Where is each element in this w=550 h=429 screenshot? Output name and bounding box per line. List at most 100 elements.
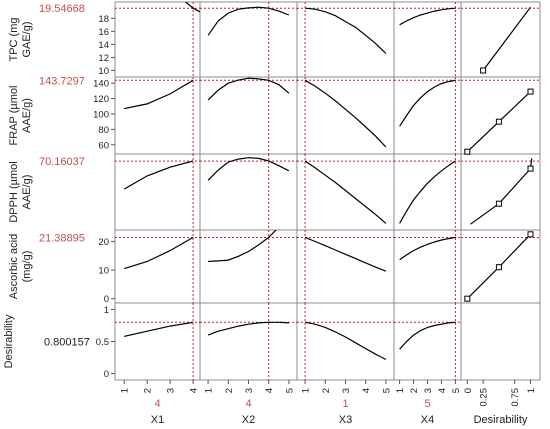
desirability-handle-r2-0 <box>495 200 502 207</box>
row-label-4-line-0: Desirability <box>3 314 15 368</box>
prediction-trace-r1-c2 <box>304 79 387 148</box>
column-label-2: X3 <box>339 414 352 426</box>
prediction-trace-r0-c3 <box>399 7 456 26</box>
desirability-handle-r2-1 <box>527 165 534 172</box>
panel-frame-r3-c2 <box>296 229 395 304</box>
panel-frame-r0-c0 <box>114 1 201 78</box>
prediction-trace-r3-c2 <box>304 236 387 272</box>
ytick-label-1-3: 120 <box>93 94 109 105</box>
column-label-1: X2 <box>242 414 255 426</box>
prediction-trace-r4-c1 <box>207 321 289 336</box>
xtick-label-3-3: 4 <box>437 388 448 393</box>
row-label-0-line-0: TPC (mg <box>8 18 20 62</box>
row-label-0-line-1: GAE/g) <box>21 21 33 57</box>
row-current-value-4: 0.800157 <box>44 337 90 349</box>
panel-frame-r4-c0 <box>114 302 201 381</box>
xtick-label-3-0: 1 <box>395 388 406 393</box>
xtick-label-2-2: 3 <box>341 388 352 393</box>
prediction-trace-r2-c3 <box>399 160 456 224</box>
desirability-function-r0 <box>482 6 531 71</box>
xtick-label-4-1: 0.25 <box>479 388 490 407</box>
desirability-handle-r1-0 <box>464 148 471 155</box>
factor-current-value-3: 5 <box>424 398 430 410</box>
row-label-2-line-1: AAE/g) <box>21 175 33 210</box>
panel-frame-r1-c0 <box>114 76 201 155</box>
ytick-label-1-0: 60 <box>98 140 109 151</box>
panel-frame-r4-c3 <box>393 302 462 381</box>
xtick-label-1-3: 4 <box>264 388 275 393</box>
prediction-trace-r1-c0 <box>124 79 194 110</box>
ytick-label-1-1: 80 <box>98 125 109 136</box>
prediction-trace-r4-c2 <box>304 321 387 361</box>
prediction-trace-r0-c0 <box>184 2 200 13</box>
ytick-label-1-4: 140 <box>93 79 109 90</box>
prediction-trace-r2-c2 <box>304 160 387 224</box>
ytick-label-0-2: 14 <box>98 40 109 51</box>
prediction-trace-r2-c0 <box>123 160 194 190</box>
row-current-value-2: 70.16037 <box>39 156 85 168</box>
xtick-label-2-4: 5 <box>381 388 392 393</box>
ytick-label-4-2: 1 <box>104 305 109 316</box>
ytick-label-0-4: 18 <box>98 14 109 25</box>
panel-frame-r3-c3 <box>393 229 462 304</box>
xtick-label-4-2: 0.75 <box>510 388 521 407</box>
row-label-3-line-0: Ascorbic acid <box>8 234 20 299</box>
row-current-value-3: 21.38895 <box>39 232 85 244</box>
row-label-1-line-1: AAE/g) <box>21 98 33 133</box>
panel-frame-r0-c1 <box>199 1 298 78</box>
prediction-trace-r3-c0 <box>124 236 194 270</box>
xtick-label-0-3: 4 <box>189 388 200 393</box>
ytick-label-0-1: 12 <box>98 53 109 64</box>
desirability-handle-r3-1 <box>495 264 502 271</box>
ytick-label-0-3: 16 <box>98 27 109 38</box>
xtick-label-3-2: 3 <box>423 388 434 393</box>
ytick-label-3-0: 0 <box>104 294 109 305</box>
panel-frame-r1-c3 <box>393 76 462 155</box>
xtick-label-4-0: 0 <box>463 388 474 393</box>
xtick-label-0-0: 1 <box>120 388 131 393</box>
ytick-label-4-0: 0 <box>104 369 109 380</box>
panel-frame-r1-c2 <box>296 76 395 155</box>
desirability-handle-r1-2 <box>527 88 534 95</box>
xtick-label-1-1: 2 <box>224 388 235 393</box>
xtick-label-0-2: 3 <box>166 388 177 393</box>
row-current-value-1: 143.7297 <box>39 75 85 87</box>
column-label-0: X1 <box>151 414 164 426</box>
prediction-trace-r0-c2 <box>305 7 387 54</box>
xtick-label-2-1: 2 <box>321 388 332 393</box>
prediction-trace-r4-c3 <box>399 321 456 350</box>
prediction-trace-r1-c3 <box>399 79 456 127</box>
panel-frame-r0-c2 <box>296 1 395 78</box>
row-label-2-line-0: DPPH (µmol <box>8 161 20 222</box>
prediction-trace-r3-c3 <box>399 236 456 261</box>
ytick-label-4-1: 0.5 <box>96 337 109 348</box>
panel-frame-r4-c4 <box>460 302 541 381</box>
xtick-label-4-3: 1 <box>526 388 537 393</box>
prediction-trace-r1-c1 <box>207 77 290 101</box>
xtick-label-2-0: 1 <box>301 388 312 393</box>
prediction-trace-r3-c1 <box>208 230 277 263</box>
factor-current-value-1: 4 <box>245 398 251 410</box>
row-current-value-0: 19.54668 <box>39 3 85 15</box>
row-label-3-line-1: (mg/g) <box>21 251 33 283</box>
desirability-handle-r3-2 <box>527 231 534 238</box>
xtick-label-3-1: 2 <box>409 388 420 393</box>
xtick-label-3-4: 5 <box>451 388 462 393</box>
panel-frame-r4-c2 <box>296 302 395 381</box>
panel-frame-r2-c3 <box>393 153 462 231</box>
ytick-label-0-0: 10 <box>98 66 109 77</box>
xtick-label-1-0: 1 <box>204 388 215 393</box>
prediction-trace-r2-c1 <box>207 157 290 181</box>
desirability-handle-r1-1 <box>495 118 502 125</box>
panel-frame-r2-c1 <box>199 153 298 231</box>
xtick-label-1-4: 5 <box>284 388 295 393</box>
column-label-4: Desirability <box>474 414 528 426</box>
factor-current-value-0: 4 <box>154 398 160 410</box>
prediction-trace-r4-c0 <box>124 321 194 337</box>
desirability-handle-r0-0 <box>480 67 487 74</box>
xtick-label-1-2: 3 <box>244 388 255 393</box>
panel-frame-r2-c4 <box>460 153 541 231</box>
panel-frame-r3-c1 <box>199 229 298 304</box>
